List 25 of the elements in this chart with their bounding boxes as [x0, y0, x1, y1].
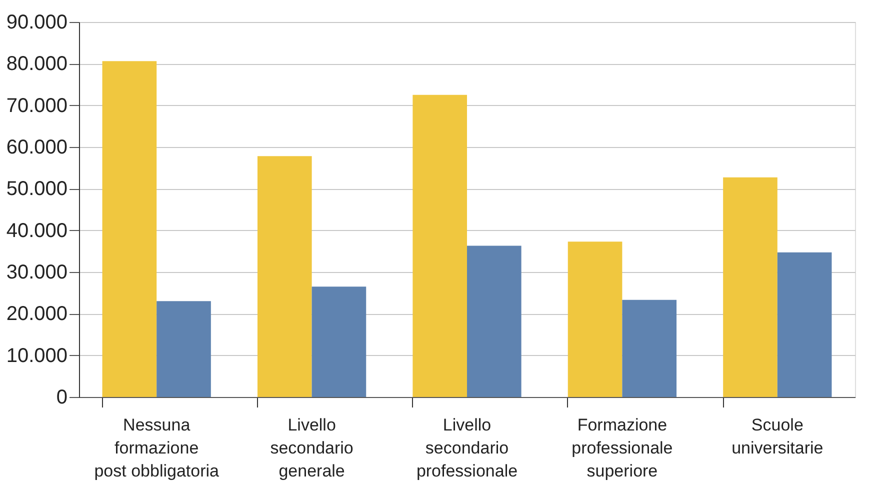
bar	[312, 286, 366, 397]
bar	[156, 301, 211, 397]
y-tick-label: 20.000	[6, 303, 68, 326]
y-tick-label: 0	[56, 386, 68, 408]
x-tick-label: Livello secondario professionale	[416, 416, 518, 480]
y-tick-label: 60.000	[6, 136, 68, 158]
bar	[723, 177, 778, 397]
y-tick-label: 30.000	[6, 262, 68, 284]
bar	[568, 242, 622, 397]
bar	[412, 94, 467, 397]
y-tick-label: 90.000	[6, 12, 68, 34]
x-tick-label: Nessuna formazione post obbligatoria	[94, 416, 220, 480]
x-tick-label: Scuole universitarie	[732, 416, 824, 458]
bar	[777, 252, 832, 397]
bar	[622, 300, 677, 397]
y-tick-label: 40.000	[6, 220, 68, 242]
bar	[467, 246, 522, 397]
x-tick-label: Formazione professionale superiore	[572, 416, 673, 480]
y-tick-label: 10.000	[6, 344, 68, 367]
x-tick-label: Livello secondario generale	[270, 416, 354, 480]
y-tick-label: 50.000	[6, 178, 68, 200]
bar	[102, 61, 157, 397]
y-tick-label: 70.000	[6, 94, 68, 117]
y-tick-label: 80.000	[6, 53, 68, 76]
bar	[257, 156, 312, 397]
